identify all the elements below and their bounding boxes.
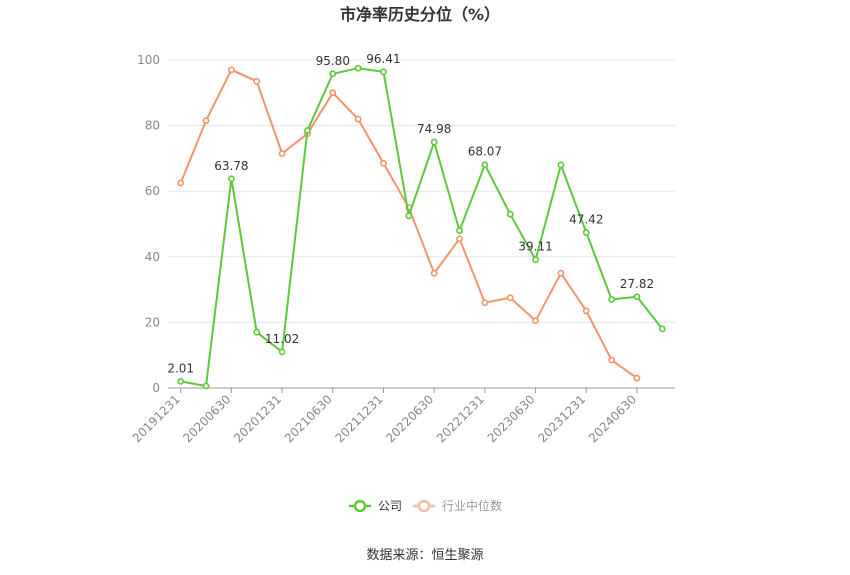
industry-median-point (329, 89, 337, 97)
industry-median-point (608, 356, 616, 364)
company-point (329, 70, 337, 78)
company-point (506, 210, 514, 218)
industry-median-point (557, 269, 565, 277)
x-tick-label: 20220630 (383, 392, 436, 445)
industry-median-point (456, 235, 463, 243)
x-tick-label: 20210630 (282, 392, 335, 445)
company-point (354, 64, 362, 72)
company-point (253, 328, 261, 336)
x-tick-label: 20201231 (231, 392, 284, 445)
company-point (481, 161, 489, 169)
data-label: 63.78 (214, 159, 248, 173)
company-point (304, 127, 311, 134)
x-tick-label: 20221231 (434, 392, 487, 445)
company-point (658, 325, 666, 333)
x-axis: 2019123120200630202012312021063020211231… (130, 387, 675, 445)
company-point (582, 229, 590, 236)
data-source: 数据来源：恒生聚源 (366, 548, 483, 563)
y-tick-label: 0 (152, 381, 160, 395)
industry-median-point (481, 299, 489, 307)
industry-median-point (633, 374, 641, 382)
company-point (633, 293, 641, 301)
x-tick-label: 20200630 (180, 392, 233, 445)
company-point (532, 256, 539, 264)
data-label: 27.82 (620, 277, 654, 291)
company-point (608, 296, 616, 303)
legend-item-industry-median[interactable]: 行业中位数 (413, 498, 502, 513)
industry-median-point (354, 115, 362, 123)
y-tick-label: 100 (137, 53, 160, 67)
grid-lines (168, 59, 675, 323)
industry-median-point (253, 77, 261, 85)
legend-company-marker (353, 499, 367, 513)
legend-industry-label: 行业中位数 (442, 498, 502, 513)
legend: 公司 行业中位数 (349, 498, 502, 513)
x-tick-label: 20230630 (485, 392, 538, 445)
legend-item-company[interactable]: 公司 (349, 499, 402, 513)
industry-median-point (532, 317, 539, 325)
industry-median-point (380, 159, 387, 167)
y-tick-label: 20 (145, 315, 160, 329)
company-point (227, 175, 235, 183)
data-label: 39.11 (518, 240, 552, 254)
data-labels: 2.01 63.78 11.02 95.80 96.41 74.98 68.07 39.11 4… (167, 52, 654, 376)
x-tick-label: 20211231 (333, 392, 386, 445)
company-point (456, 227, 463, 234)
company-point (278, 348, 286, 356)
company-line (180, 67, 664, 387)
data-label: 11.02 (265, 332, 299, 346)
legend-company-label: 公司 (378, 499, 402, 513)
x-tick-label: 20191231 (130, 392, 183, 445)
industry-median-point (202, 117, 210, 125)
y-tick-label: 40 (145, 250, 160, 264)
company-point (380, 68, 387, 76)
company-point (557, 161, 565, 169)
company-point (430, 138, 438, 146)
data-label: 47.42 (569, 212, 603, 226)
company-point (405, 212, 413, 220)
data-label: 74.98 (417, 122, 451, 136)
industry-median-point (582, 307, 590, 315)
legend-industry-marker (417, 499, 431, 513)
data-label: 95.80 (316, 54, 350, 68)
industry-median-point (278, 150, 286, 157)
data-label: 68.07 (468, 145, 502, 159)
company-point (177, 378, 185, 385)
company-point (202, 382, 210, 390)
x-tick-label: 20240630 (586, 392, 639, 445)
industry-median-point (177, 179, 185, 187)
y-tick-label: 80 (145, 119, 160, 133)
chart-title: 市净率历史分位（%） (340, 5, 500, 24)
industry-median-point (430, 269, 438, 277)
y-axis: 0 20 40 60 80 100 (137, 53, 160, 395)
y-tick-label: 60 (145, 184, 160, 198)
series-company (177, 64, 666, 390)
data-label: 96.41 (366, 52, 400, 66)
industry-median-point (227, 66, 235, 74)
industry-median-point (506, 294, 514, 302)
x-tick-label: 20231231 (535, 392, 588, 445)
data-label: 2.01 (167, 361, 194, 375)
